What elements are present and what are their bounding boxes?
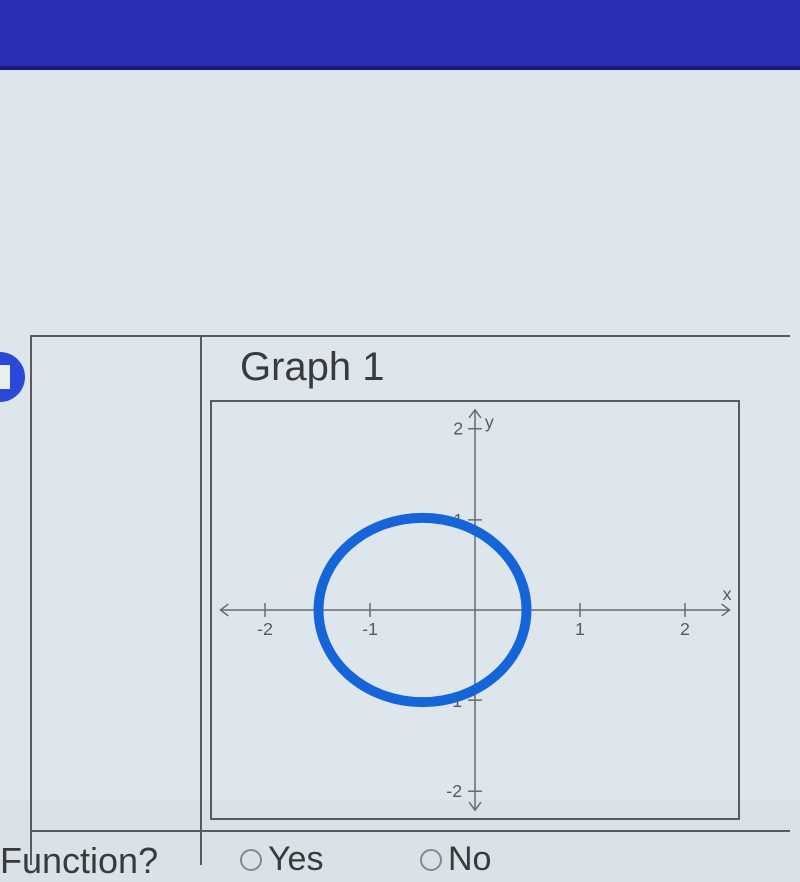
svg-text:2: 2	[453, 419, 463, 439]
x-axis-label: x	[723, 584, 732, 604]
table-col-left	[30, 335, 32, 865]
radio-icon	[240, 849, 262, 871]
content-area: Graph 1 x y -2 -1	[0, 70, 800, 800]
option-no[interactable]: No	[420, 840, 491, 879]
svg-text:-1: -1	[362, 619, 378, 639]
graph-svg: x y -2 -1 1 2 2 1	[212, 402, 738, 818]
svg-text:-2: -2	[257, 619, 273, 639]
top-banner	[0, 0, 800, 70]
radio-icon	[420, 849, 442, 871]
table-top-border	[30, 335, 790, 337]
svg-text:1: 1	[575, 619, 585, 639]
option-yes[interactable]: Yes	[240, 840, 323, 879]
option-yes-label: Yes	[268, 840, 323, 879]
graph-title: Graph 1	[240, 345, 385, 390]
y-axis-label: y	[485, 412, 494, 432]
question-number-badge-inner	[0, 365, 10, 389]
svg-text:-2: -2	[446, 781, 462, 801]
option-no-label: No	[448, 840, 491, 879]
svg-text:2: 2	[680, 619, 690, 639]
question-label: Function?	[0, 840, 158, 882]
table-row-divider	[30, 830, 790, 832]
table-col-divider	[200, 335, 202, 865]
graph-box: x y -2 -1 1 2 2 1	[210, 400, 740, 820]
